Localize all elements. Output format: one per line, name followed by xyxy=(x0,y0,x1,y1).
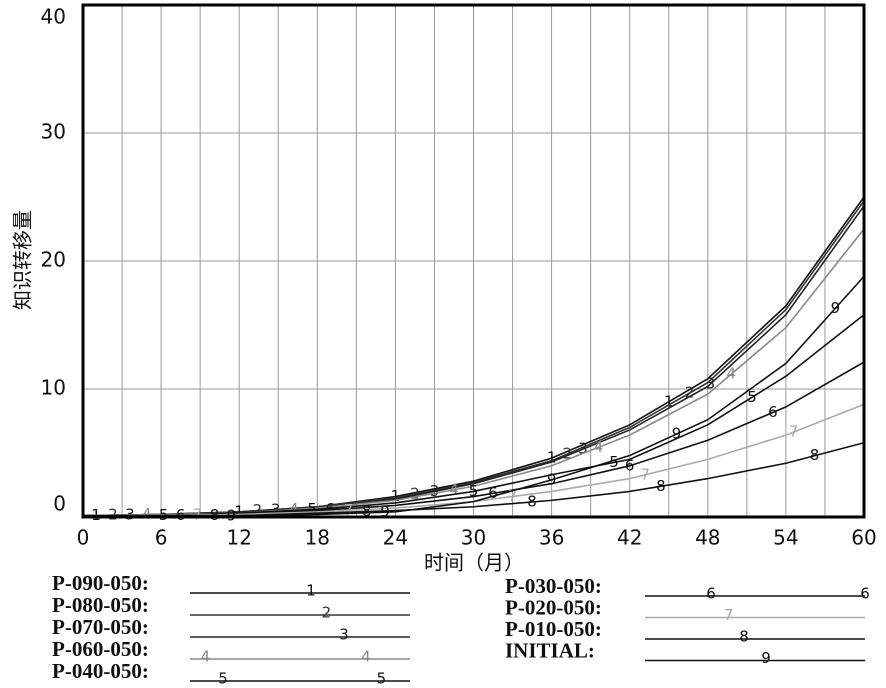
legend-marker: 8 xyxy=(739,628,749,646)
series-line xyxy=(83,314,865,517)
line-marker: 7 xyxy=(344,501,354,519)
line-marker: 3 xyxy=(706,375,716,393)
x-tick-label: 54 xyxy=(773,526,798,550)
line-marker: 4 xyxy=(594,438,604,456)
x-tick-label: 0 xyxy=(77,526,90,550)
line-marker: 6 xyxy=(625,456,635,474)
x-tick-label: 30 xyxy=(461,526,486,550)
x-tick-label: 12 xyxy=(226,526,251,550)
legend-marker: 9 xyxy=(761,649,771,667)
legend-marker: 1 xyxy=(306,582,316,600)
line-marker: 8 xyxy=(210,506,220,524)
legend-marker: 6 xyxy=(860,585,870,603)
line-marker: 6 xyxy=(326,500,336,518)
y-tick-label: 40 xyxy=(41,5,66,29)
line-marker: 3 xyxy=(578,440,588,458)
line-marker: 5 xyxy=(469,482,479,500)
legend-marker: 4 xyxy=(361,648,371,666)
line-marker: 4 xyxy=(449,480,459,498)
line-marker: 5 xyxy=(747,388,757,406)
line-marker: 7 xyxy=(789,423,799,441)
line-marker: 1 xyxy=(664,392,674,410)
legend-marker: 2 xyxy=(322,604,332,622)
line-marker: 6 xyxy=(768,403,778,421)
line-marker: 7 xyxy=(641,465,651,483)
line-marker: 8 xyxy=(656,477,666,495)
legend-marker: 5 xyxy=(218,670,228,688)
legend-label: P-010-050: xyxy=(505,617,602,641)
y-tick-label: 30 xyxy=(41,120,66,144)
line-marker: 7 xyxy=(508,487,518,505)
x-tick-label: 48 xyxy=(695,526,720,550)
y-tick-label: 20 xyxy=(41,248,66,272)
line-marker: 8 xyxy=(527,492,537,510)
legend-marker: 7 xyxy=(724,606,734,624)
line-marker: 2 xyxy=(410,484,420,502)
series-line xyxy=(82,205,865,517)
line-marker: 4 xyxy=(726,365,736,383)
line-marker: 4 xyxy=(142,505,152,523)
x-axis-label: 时间（月） xyxy=(424,551,524,575)
line-marker: 1 xyxy=(547,449,557,467)
legend-marker: 3 xyxy=(339,626,349,644)
legend-marker: 6 xyxy=(706,585,716,603)
y-tick-label: 10 xyxy=(41,376,66,400)
legend-label: P-040-050: xyxy=(52,659,149,683)
legend-label: P-090-050: xyxy=(52,571,149,595)
line-marker: 2 xyxy=(685,384,695,402)
line-marker: 9 xyxy=(831,299,841,317)
legend-label: P-030-050: xyxy=(505,574,602,598)
legend-marker: 5 xyxy=(377,670,387,688)
x-tick-label: 6 xyxy=(155,526,168,550)
y-tick-label: 0 xyxy=(53,492,66,516)
legend-label: P-020-050: xyxy=(505,595,602,619)
line-marker: 5 xyxy=(609,453,619,471)
line-marker: 3 xyxy=(271,501,281,519)
line-marker: 1 xyxy=(391,487,401,505)
line-marker: 4 xyxy=(289,500,299,518)
legend-label: P-080-050: xyxy=(52,593,149,617)
legend-marker: 4 xyxy=(201,648,211,666)
x-tick-label: 18 xyxy=(305,526,330,550)
line-marker: 8 xyxy=(810,446,820,464)
line-marker: 6 xyxy=(488,484,498,502)
line-marker: 9 xyxy=(672,425,682,443)
y-axis-label: 知识转移量 xyxy=(11,210,35,310)
line-marker: 2 xyxy=(562,445,572,463)
line-marker: 8 xyxy=(362,502,372,520)
x-tick-label: 24 xyxy=(383,526,408,550)
x-tick-label: 42 xyxy=(617,526,642,550)
plot-frame xyxy=(81,3,866,519)
line-marker: 9 xyxy=(547,470,557,488)
line-marker: 7 xyxy=(193,506,203,524)
x-tick-label: 36 xyxy=(539,526,564,550)
legend-label: P-060-050: xyxy=(52,637,149,661)
line-marker: 9 xyxy=(380,503,390,521)
line-marker: 9 xyxy=(227,506,237,524)
x-tick-label: 60 xyxy=(851,526,876,550)
line-marker: 3 xyxy=(430,482,440,500)
line-marker: 5 xyxy=(307,500,317,518)
legend-label: INITIAL: xyxy=(505,638,595,662)
legend-label: P-070-050: xyxy=(52,615,149,639)
